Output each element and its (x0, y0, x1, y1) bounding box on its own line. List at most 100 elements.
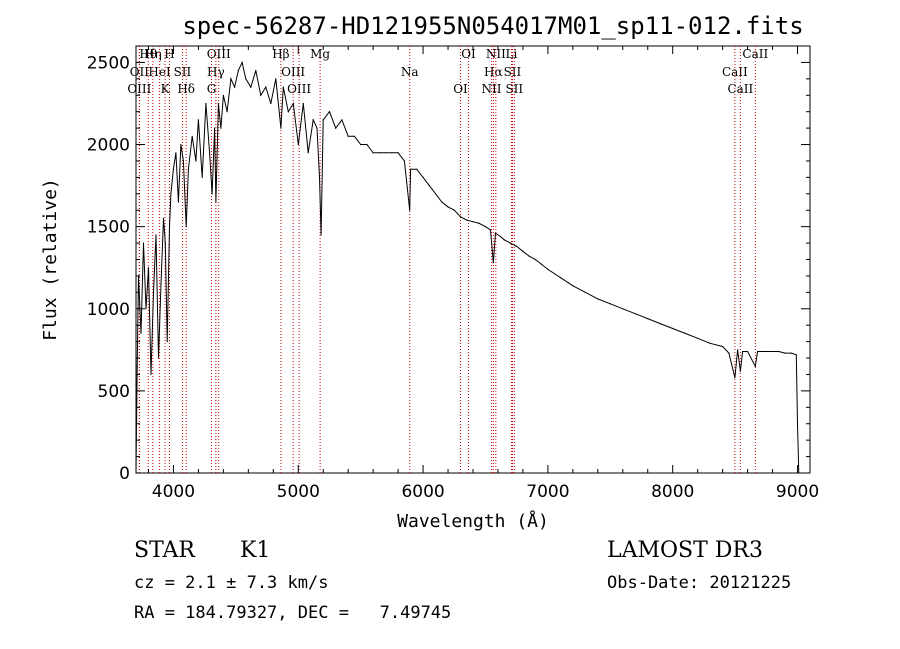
line-label-26: CaII (727, 82, 753, 96)
data-point-83 (466, 219, 468, 221)
data-point-59 (322, 119, 324, 121)
line-label-10: Hγ (207, 65, 225, 79)
data-point-113 (728, 352, 730, 354)
data-point-40 (241, 61, 243, 64)
data-point-82 (459, 216, 462, 218)
data-point-46 (270, 102, 272, 105)
data-point-58 (320, 234, 322, 236)
data-point-53 (302, 102, 304, 105)
data-point-122 (765, 350, 767, 353)
data-point-101 (584, 291, 586, 293)
data-point-123 (772, 350, 774, 353)
line-label-9: OIII (207, 47, 231, 61)
data-point-38 (234, 86, 236, 88)
data-point-43 (255, 70, 257, 72)
data-point-106 (647, 318, 649, 320)
data-point-61 (335, 127, 337, 129)
data-point-84 (472, 221, 474, 223)
x-tick-label-0: 4000 (152, 482, 195, 502)
data-point-51 (292, 102, 294, 105)
data-point-76 (422, 176, 424, 178)
plot-frame (135, 45, 811, 474)
data-point-124 (778, 350, 780, 353)
line-label-15: Mg (310, 47, 330, 61)
x-tick-label-1: 5000 (277, 482, 320, 502)
data-point-66 (366, 143, 368, 146)
line-label-0: Hθ (139, 47, 157, 61)
data-point-32 (215, 201, 217, 203)
line-label-17: OI (453, 82, 468, 96)
data-point-119 (754, 365, 756, 367)
data-point-93 (516, 245, 518, 247)
data-point-88 (492, 262, 494, 264)
data-point-16 (170, 193, 172, 195)
data-point-78 (435, 193, 437, 195)
survey-label: LAMOST DR3 (607, 538, 763, 563)
line-label-5: K (161, 82, 171, 96)
data-point-11 (160, 283, 162, 285)
data-point-74 (410, 168, 412, 170)
data-point-68 (378, 152, 380, 154)
data-point-111 (709, 342, 711, 344)
data-point-128 (796, 423, 799, 425)
line-label-13: OIII (281, 65, 305, 79)
data-point-55 (312, 119, 314, 121)
data-point-77 (428, 185, 430, 187)
data-point-110 (697, 337, 699, 339)
data-point-29 (209, 152, 211, 154)
data-point-95 (528, 255, 530, 257)
object-subclass: K1 (240, 538, 271, 563)
x-tick-label-2: 6000 (401, 482, 444, 502)
data-point-35 (222, 94, 224, 96)
line-label-7: SII (174, 65, 192, 79)
data-point-115 (737, 349, 739, 351)
data-point-34 (220, 127, 222, 129)
data-point-27 (201, 176, 203, 178)
data-point-6 (147, 267, 150, 269)
data-point-24 (191, 135, 193, 137)
line-label-11: G (207, 82, 217, 96)
data-point-18 (175, 152, 177, 154)
obs-date-text: Obs-Date: 20121225 (607, 573, 792, 593)
data-point-120 (757, 350, 759, 353)
data-point-13 (164, 242, 166, 244)
data-point-64 (353, 135, 355, 137)
data-point-89 (494, 232, 497, 234)
series-flux (135, 60, 800, 474)
data-point-63 (347, 135, 349, 137)
x-tick-label-5: 9000 (776, 482, 819, 502)
x-axis-label: Wavelength (Å) (397, 510, 549, 532)
data-point-79 (441, 201, 443, 203)
data-point-112 (722, 345, 724, 348)
data-point-45 (265, 86, 267, 88)
line-label-27: CaII (742, 47, 768, 61)
data-point-8 (152, 291, 155, 293)
data-point-17 (172, 168, 174, 170)
line-label-1: OII (130, 65, 150, 79)
y-tick-label-4: 2000 (87, 136, 130, 156)
data-point-0 (135, 472, 137, 474)
data-point-25 (195, 160, 197, 162)
object-class: STAR (134, 538, 195, 563)
data-point-36 (226, 111, 228, 113)
data-point-19 (177, 201, 179, 203)
x-tick-label-3: 7000 (526, 482, 569, 502)
coords-text: RA = 184.79327, DEC = 7.49745 (134, 603, 452, 623)
line-label-18: OI (461, 47, 476, 61)
line-label-6: H (164, 47, 174, 61)
data-point-47 (275, 78, 277, 80)
redshift-text: cz = 2.1 ± 7.3 km/s (134, 573, 329, 593)
line-label-19: Hα (484, 65, 503, 79)
data-point-96 (534, 258, 537, 261)
data-point-98 (547, 268, 549, 270)
data-point-75 (416, 168, 418, 170)
line-label-23: SII (505, 82, 523, 96)
data-point-70 (391, 152, 393, 154)
data-point-81 (453, 209, 455, 211)
data-point-116 (739, 370, 742, 372)
y-tick-label-0: 0 (119, 464, 130, 484)
data-point-5 (145, 308, 147, 310)
x-tick-label-4: 8000 (651, 482, 694, 502)
y-tick-label-5: 2500 (87, 53, 130, 73)
data-point-33 (217, 102, 219, 105)
